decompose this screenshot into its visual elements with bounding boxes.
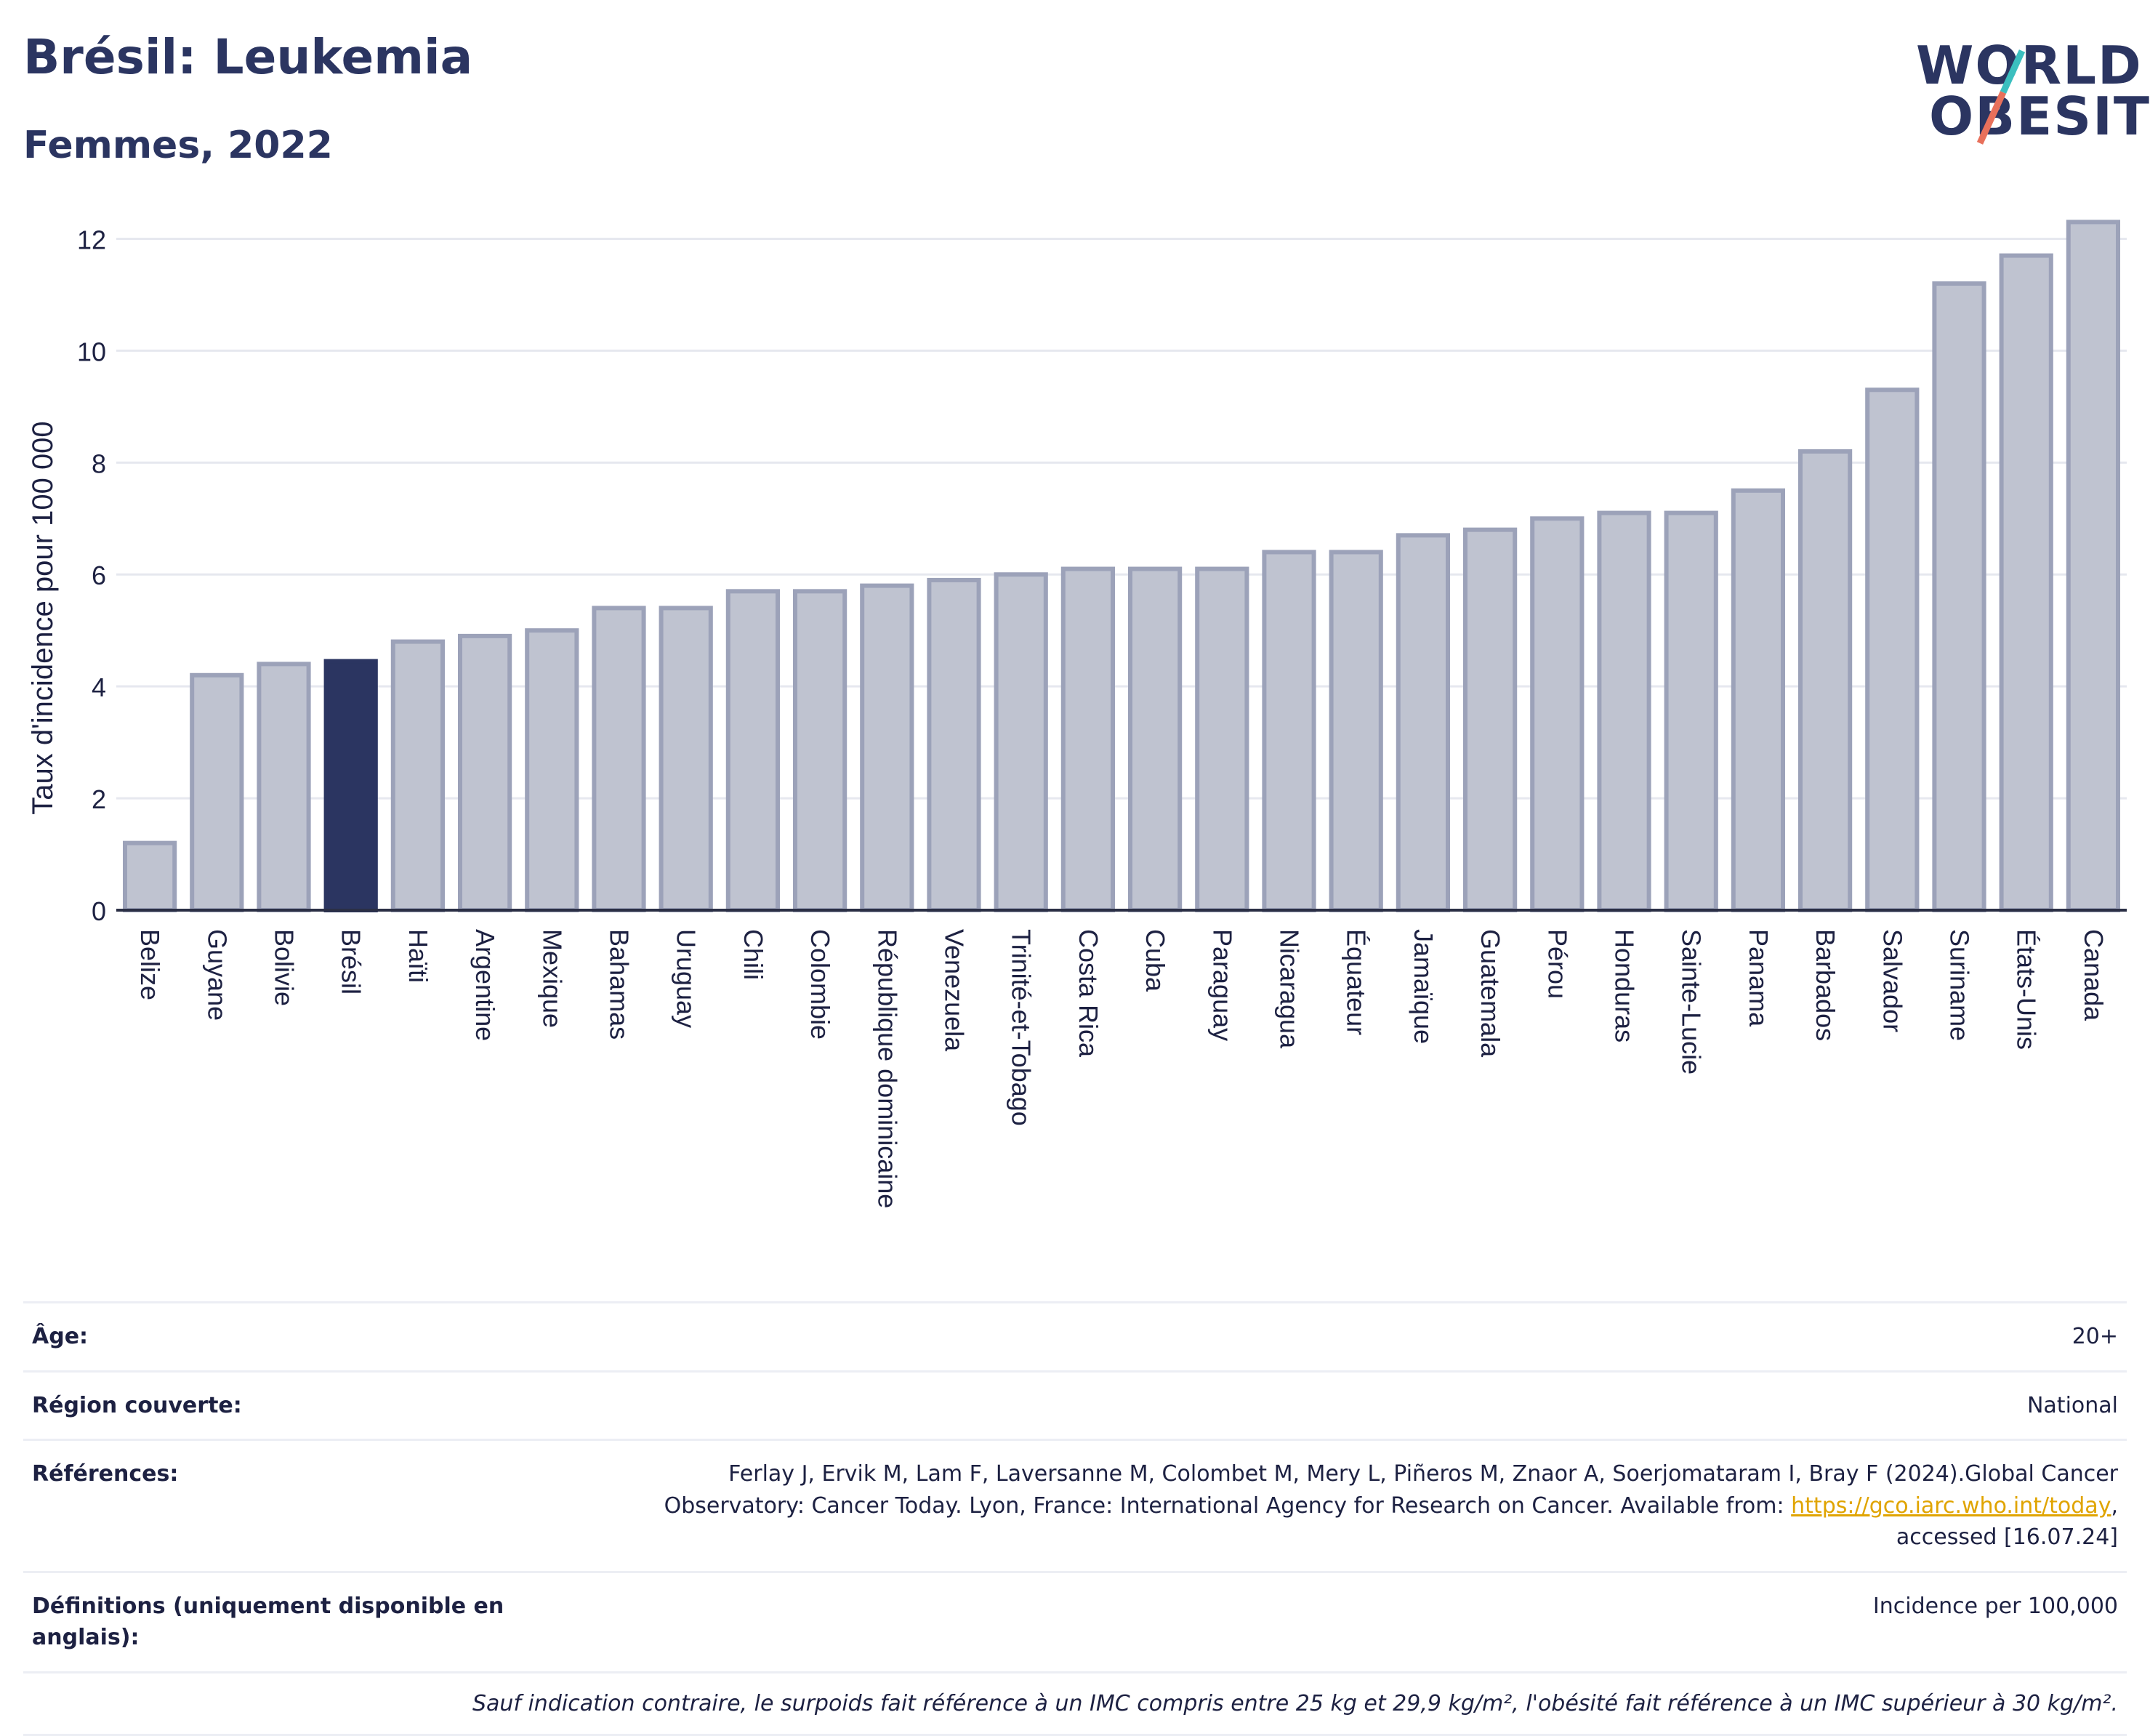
x-tick-label: Mexique: [537, 929, 567, 1028]
bar-15: [1127, 566, 1183, 912]
y-tick-label: 0: [92, 896, 106, 926]
bar-12: [927, 577, 981, 912]
x-tick-label: Haïti: [403, 929, 433, 983]
x-tick-label: Nicaragua: [1275, 929, 1305, 1049]
logo-slash-icon: [1976, 49, 2026, 145]
bar-25: [1797, 449, 1853, 912]
x-tick-label: Guyane: [202, 929, 232, 1021]
x-tick-label: Bahamas: [605, 929, 635, 1040]
axes: 0 2 4 6 8 10 12 Belize Guyane Bolivie Brésil Haïti A…: [77, 225, 2127, 1208]
bar-9: [725, 589, 781, 912]
bar-27: [1932, 281, 1986, 913]
bar-2: [257, 662, 311, 912]
y-tick-label: 10: [77, 337, 106, 366]
x-tick-label: Pérou: [1542, 929, 1572, 999]
x-tick-label: Uruguay: [672, 929, 701, 1028]
x-tick-label: Honduras: [1610, 929, 1640, 1042]
bar-chart: 0 2 4 6 8 10 12 Belize Guyane Bolivie Brésil Haïti A…: [27, 220, 2127, 1208]
bar-23: [1664, 510, 1718, 912]
logo-line-1: WORLD: [1916, 35, 2143, 96]
x-tick-label: Panama: [1744, 929, 1773, 1027]
y-tick-label: 4: [92, 672, 106, 702]
bar-28: [1999, 253, 2053, 912]
region-value: National: [2026, 1392, 2118, 1418]
bars: [122, 220, 2121, 913]
age-value: 20+: [2072, 1324, 2118, 1349]
y-tick-label: 6: [92, 560, 106, 590]
x-tick-label: Salvador: [1877, 929, 1907, 1032]
bar-3: [323, 659, 378, 912]
x-tick-label: Belize: [135, 929, 165, 1000]
references-text-3: accessed [16.07.24]: [1896, 1524, 2118, 1550]
x-tick-label: Bolivie: [270, 929, 299, 1006]
x-tick-label: Sainte-Lucie: [1677, 929, 1707, 1074]
references-link[interactable]: https://gco.iarc.who.int/today: [1791, 1492, 2111, 1519]
region-label: Région couverte:: [32, 1392, 242, 1418]
x-tick-label: Brésil: [337, 929, 366, 994]
y-tick-label: 8: [92, 449, 106, 478]
bar-21: [1530, 516, 1585, 912]
bar-18: [1329, 550, 1383, 912]
x-tick-label: Canada: [2079, 929, 2109, 1021]
x-tick-label: Suriname: [1945, 929, 1975, 1041]
y-axis-label: Taux d'incidence pour 100 000: [27, 421, 59, 814]
bar-5: [457, 633, 512, 912]
references-label: Références:: [32, 1461, 179, 1487]
age-label: Âge:: [32, 1324, 89, 1349]
bar-14: [1060, 566, 1116, 912]
bar-13: [994, 572, 1048, 912]
bar-7: [592, 606, 646, 913]
page-subtitle: Femmes, 2022: [23, 124, 333, 167]
metadata-table: Âge: 20+ Région couverte: National Référ…: [23, 1301, 2127, 1736]
x-tick-label: Cuba: [1140, 929, 1170, 992]
page-title: Brésil: Leukemia: [23, 29, 473, 85]
x-tick-label: Guatemala: [1475, 929, 1505, 1058]
bar-4: [390, 639, 446, 912]
bar-20: [1462, 527, 1518, 912]
x-tick-label: Costa Rica: [1074, 929, 1103, 1058]
x-tick-label: Argentine: [470, 929, 500, 1041]
x-tick-label: Chili: [738, 929, 768, 980]
x-tick-label: Barbados: [1811, 929, 1840, 1041]
footnote: Sauf indication contraire, le surpoids f…: [472, 1690, 2118, 1716]
x-tick-label: Jamaïque: [1409, 929, 1438, 1044]
bar-10: [792, 589, 847, 912]
references-text-2: Observatory: Cancer Today. Lyon, France:…: [664, 1492, 1784, 1519]
meta-row-region: Région couverte: National: [23, 1370, 2127, 1439]
bar-17: [1262, 550, 1316, 912]
references-value: Ferlay J, Ervik M, Lam F, Laversanne M, …: [664, 1461, 2118, 1550]
x-tick-label: Trinité-et-Tobago: [1007, 929, 1036, 1126]
x-tick-label: République dominicaine: [872, 929, 902, 1208]
meta-row-note: Sauf indication contraire, le surpoids f…: [23, 1671, 2127, 1736]
bar-0: [122, 840, 177, 912]
bar-8: [659, 606, 713, 913]
bar-11: [860, 583, 914, 913]
references-text-1: Ferlay J, Ervik M, Lam F, Laversanne M, …: [728, 1461, 2118, 1487]
definitions-value: Incidence per 100,000: [1872, 1593, 2118, 1619]
bar-24: [1731, 488, 1786, 912]
bar-26: [1865, 387, 1920, 912]
meta-row-definitions: Définitions (uniquement disponible en an…: [23, 1570, 2127, 1671]
logo-line-2: OBESITY: [1929, 86, 2150, 147]
x-tick-label: Équateur: [1342, 929, 1372, 1035]
bar-1: [190, 672, 244, 912]
y-tick-label: 12: [77, 225, 106, 254]
bar-19: [1396, 533, 1451, 912]
definitions-label: Définitions (uniquement disponible en an…: [32, 1593, 504, 1651]
world-obesity-logo: WORLD OBESITY: [1894, 23, 2150, 154]
bar-22: [1597, 510, 1651, 912]
x-tick-label: Venezuela: [940, 929, 970, 1052]
bar-16: [1195, 566, 1249, 912]
grid-lines: [116, 237, 2127, 800]
meta-row-references: Références: Ferlay J, Ervik M, Lam F, La…: [23, 1439, 2127, 1571]
bar-6: [525, 628, 579, 912]
x-tick-label: Colombie: [805, 929, 835, 1040]
meta-row-age: Âge: 20+: [23, 1301, 2127, 1370]
x-tick-label: États-Unis: [2012, 929, 2042, 1050]
x-tick-label: Paraguay: [1207, 929, 1237, 1041]
y-tick-label: 2: [92, 784, 106, 814]
bar-29: [2066, 220, 2121, 912]
